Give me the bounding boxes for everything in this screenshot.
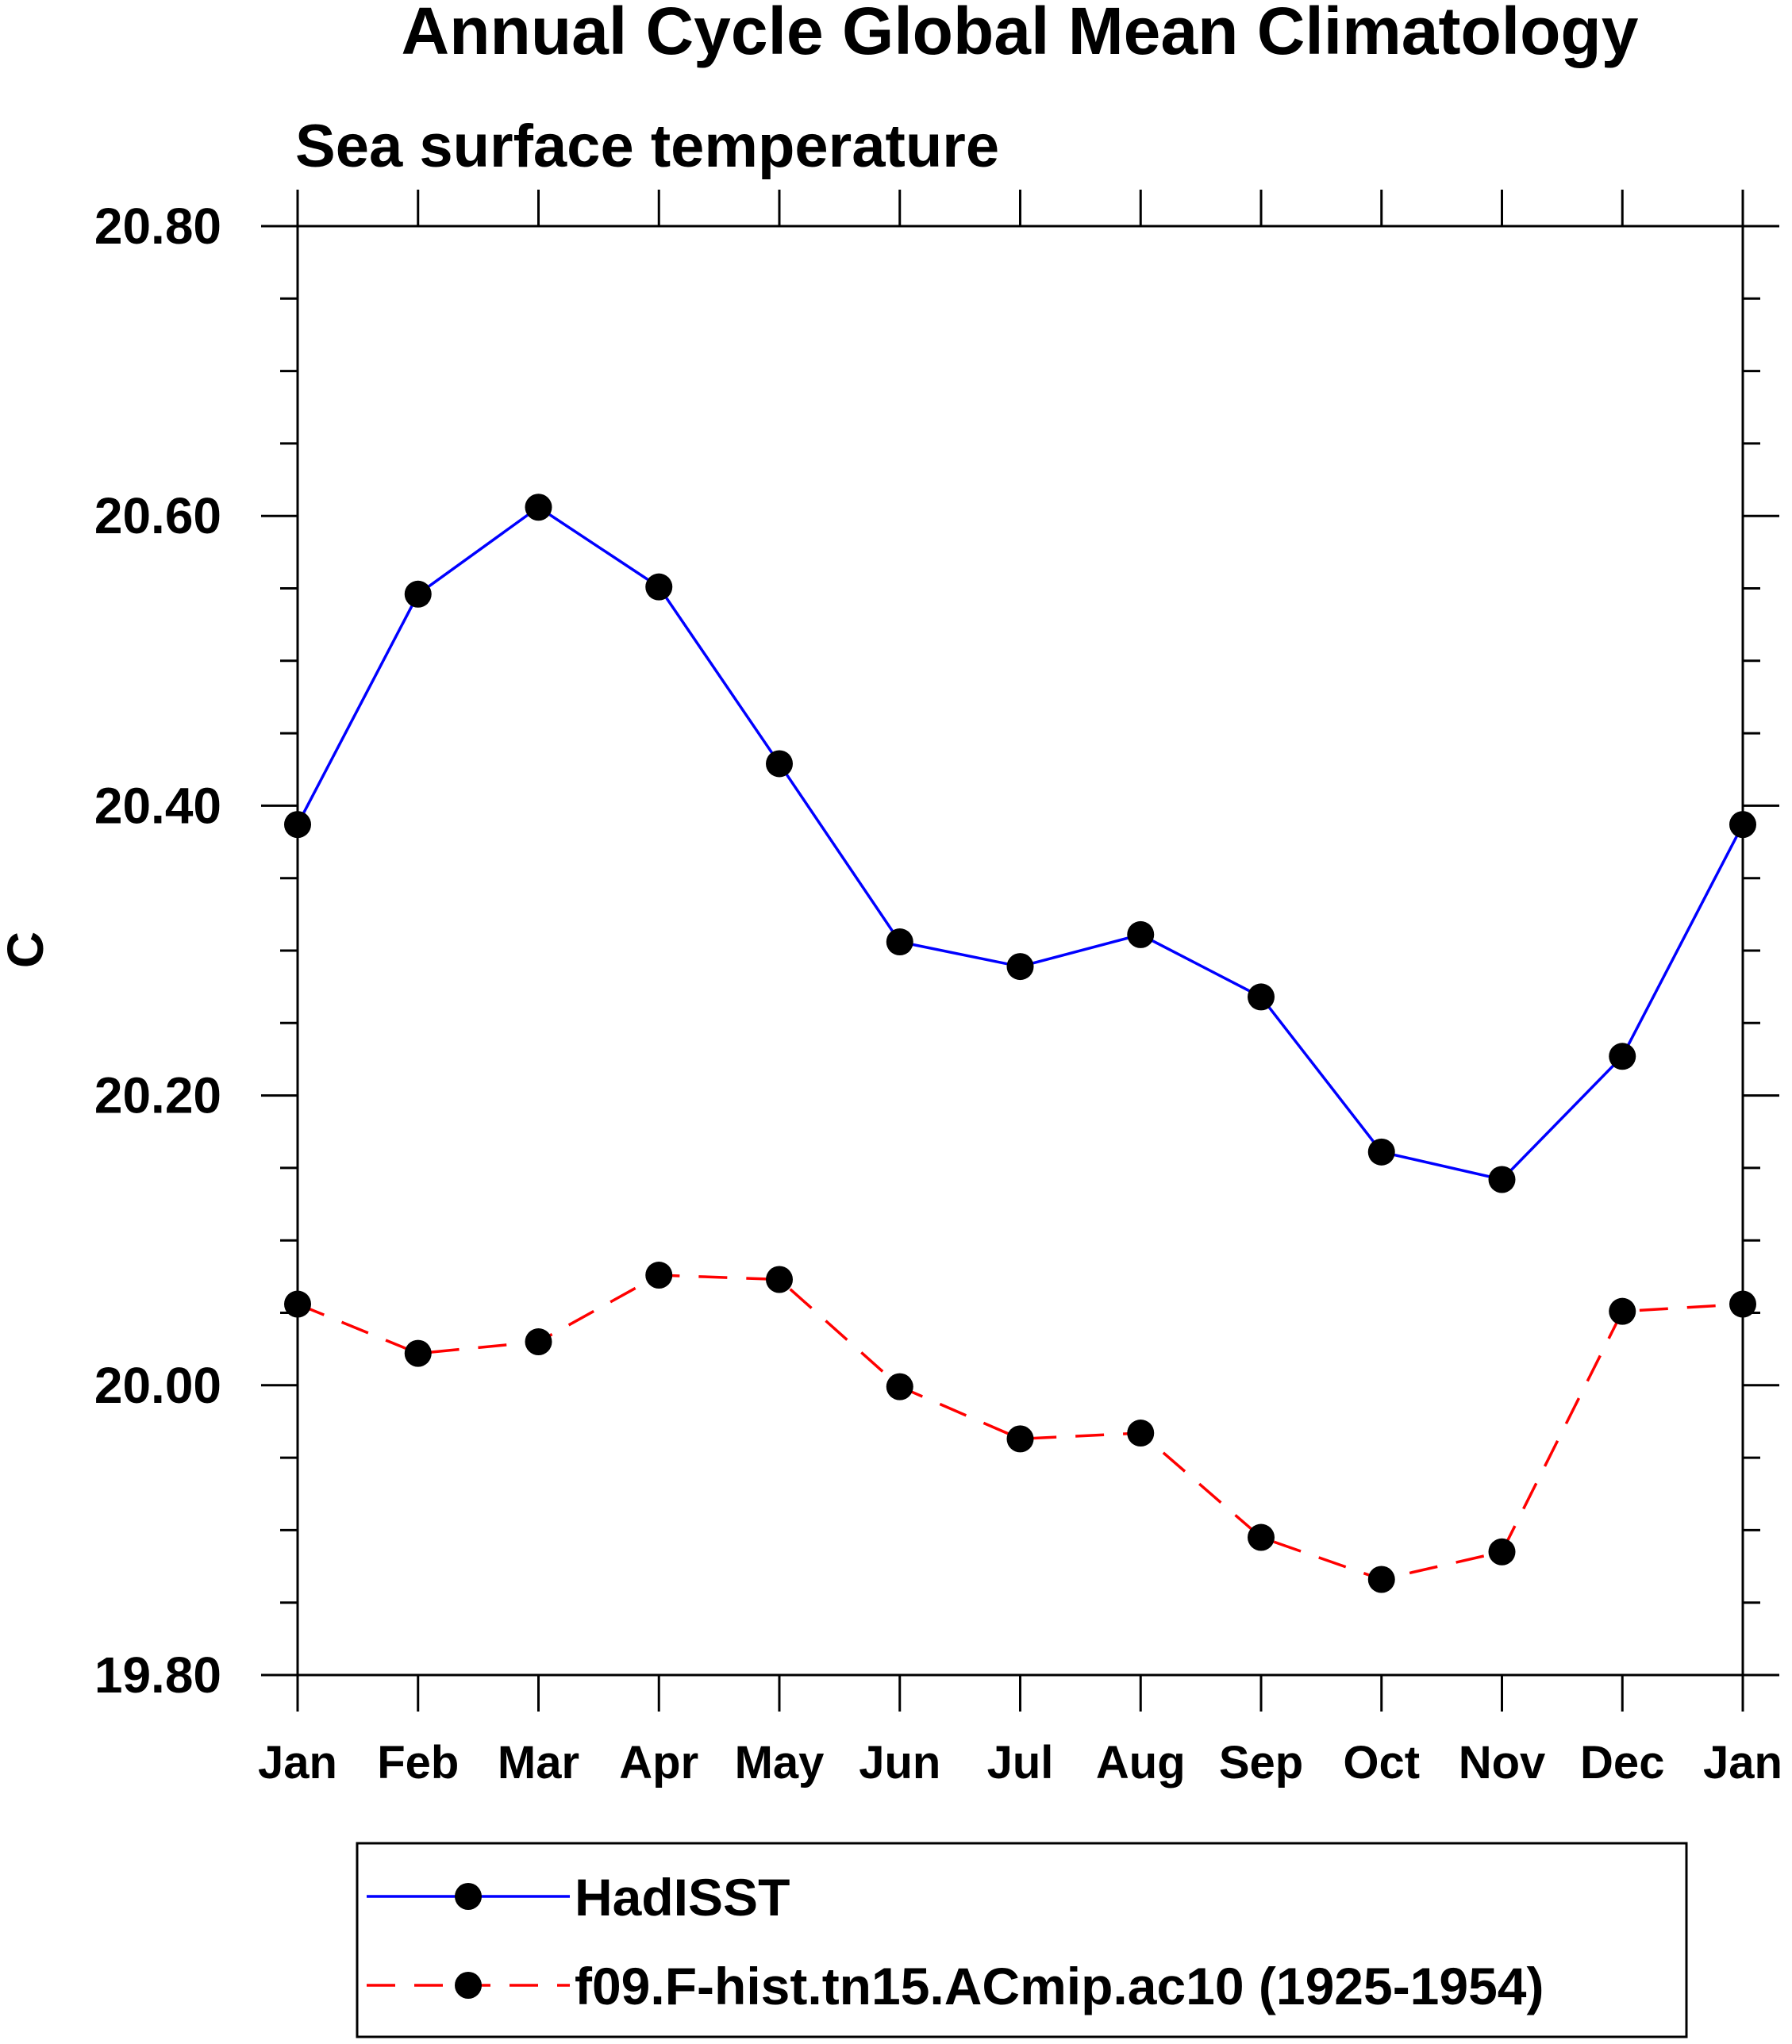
data-point <box>1609 1297 1636 1325</box>
data-point <box>886 1373 913 1400</box>
legend-marker <box>455 1972 482 1999</box>
x-tick-label: Jul <box>987 1737 1054 1788</box>
data-point <box>525 1328 552 1356</box>
data-point <box>525 494 552 521</box>
data-point <box>1006 953 1034 981</box>
legend-label: HadISST <box>575 1868 790 1927</box>
x-tick-label: Jun <box>859 1737 940 1788</box>
x-tick-label: Oct <box>1343 1737 1420 1788</box>
series-line <box>296 505 1744 1181</box>
data-point <box>766 750 793 778</box>
chart-title: Annual Cycle Global Mean Climatology <box>402 0 1639 68</box>
legend: HadISST f09.F-hist.tn15.ACmip.ac10 (1925-… <box>356 1842 1688 2038</box>
data-point <box>645 573 673 601</box>
legend-box <box>356 1842 1688 2038</box>
y-tick-label: 20.60 <box>94 487 221 544</box>
data-point <box>645 1262 673 1289</box>
legend-items: HadISST f09.F-hist.tn15.ACmip.ac10 (1925-… <box>367 1868 1544 2015</box>
x-tick-label: Mar <box>498 1737 579 1788</box>
plot-frame <box>296 225 1744 1677</box>
x-tick-label: Feb <box>377 1737 459 1788</box>
data-point <box>1248 1523 1275 1551</box>
chart-subtitle: Sea surface temperature <box>295 113 999 180</box>
data-point <box>1488 1166 1516 1193</box>
x-tick-label: Sep <box>1219 1737 1303 1788</box>
y-tick-label: 20.20 <box>94 1067 221 1124</box>
data-point <box>1367 1566 1395 1593</box>
data-point <box>404 580 432 608</box>
series-layer <box>284 494 1756 1593</box>
data-point <box>404 1339 432 1367</box>
legend-item-1: HadISST <box>367 1868 790 1927</box>
legend-item-2: f09.F-hist.tn15.ACmip.ac10 (1925-1954) <box>367 1957 1544 2015</box>
axis-ticks <box>261 190 1779 1712</box>
data-point <box>1006 1425 1034 1453</box>
y-tick-label: 20.80 <box>94 198 221 255</box>
x-tick-label: Aug <box>1096 1737 1186 1788</box>
y-tick-label: 20.00 <box>94 1357 221 1414</box>
legend-marker <box>455 1883 482 1910</box>
data-point <box>1367 1138 1395 1166</box>
data-point <box>1488 1538 1516 1566</box>
x-tick-label: Jan <box>1703 1737 1782 1788</box>
x-tick-labels: Jan Feb Mar Apr May Jun Jul Aug Sep Oct Nov Dec Jan <box>258 1737 1782 1788</box>
data-point <box>1248 983 1275 1011</box>
data-point <box>1127 1420 1155 1447</box>
y-tick-label: 19.80 <box>94 1646 221 1704</box>
y-axis-label: C <box>0 932 54 968</box>
x-tick-label: Apr <box>619 1737 698 1788</box>
x-tick-label: Nov <box>1459 1737 1546 1788</box>
data-point <box>766 1266 793 1293</box>
y-tick-label: 20.40 <box>94 777 221 834</box>
series-2 <box>284 1262 1756 1593</box>
x-tick-label: Dec <box>1580 1737 1664 1788</box>
legend-label: f09.F-hist.tn15.ACmip.ac10 (1925-1954) <box>575 1957 1544 2015</box>
data-point <box>886 928 913 956</box>
x-tick-label: May <box>735 1737 825 1788</box>
y-tick-labels: 19.80 20.00 20.20 20.40 20.60 20.80 <box>94 198 221 1704</box>
series-1 <box>284 494 1756 1193</box>
data-point <box>1127 920 1155 948</box>
data-point <box>1609 1043 1636 1070</box>
x-tick-label: Jan <box>258 1737 337 1788</box>
